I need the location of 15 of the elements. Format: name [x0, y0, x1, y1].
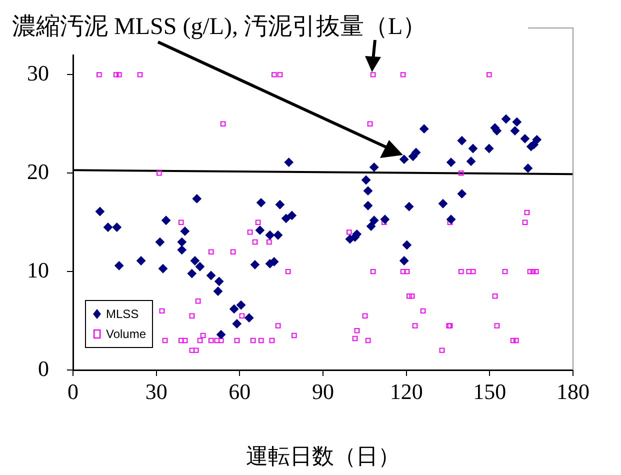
x-tick-label: 60	[228, 378, 251, 404]
legend-label: Volume	[106, 327, 146, 341]
x-tick-label: 90	[312, 378, 334, 404]
chart-title: 濃縮汚泥 MLSS (g/L), 汚泥引抜量（L）	[12, 13, 427, 42]
x-axis-title: 運転日数（日）	[246, 444, 400, 469]
y-tick-label: 0	[38, 356, 49, 381]
x-tick-label: 180	[556, 378, 590, 404]
y-tick-label: 20	[27, 158, 49, 184]
x-tick-label: 150	[473, 378, 506, 404]
x-tick-label: 120	[390, 378, 423, 404]
x-tick-label: 0	[68, 378, 78, 404]
y-tick-label: 30	[27, 60, 49, 86]
legend-label: MLSS	[106, 307, 139, 321]
y-tick-label: 10	[27, 257, 49, 282]
x-tick-label: 30	[145, 378, 168, 404]
